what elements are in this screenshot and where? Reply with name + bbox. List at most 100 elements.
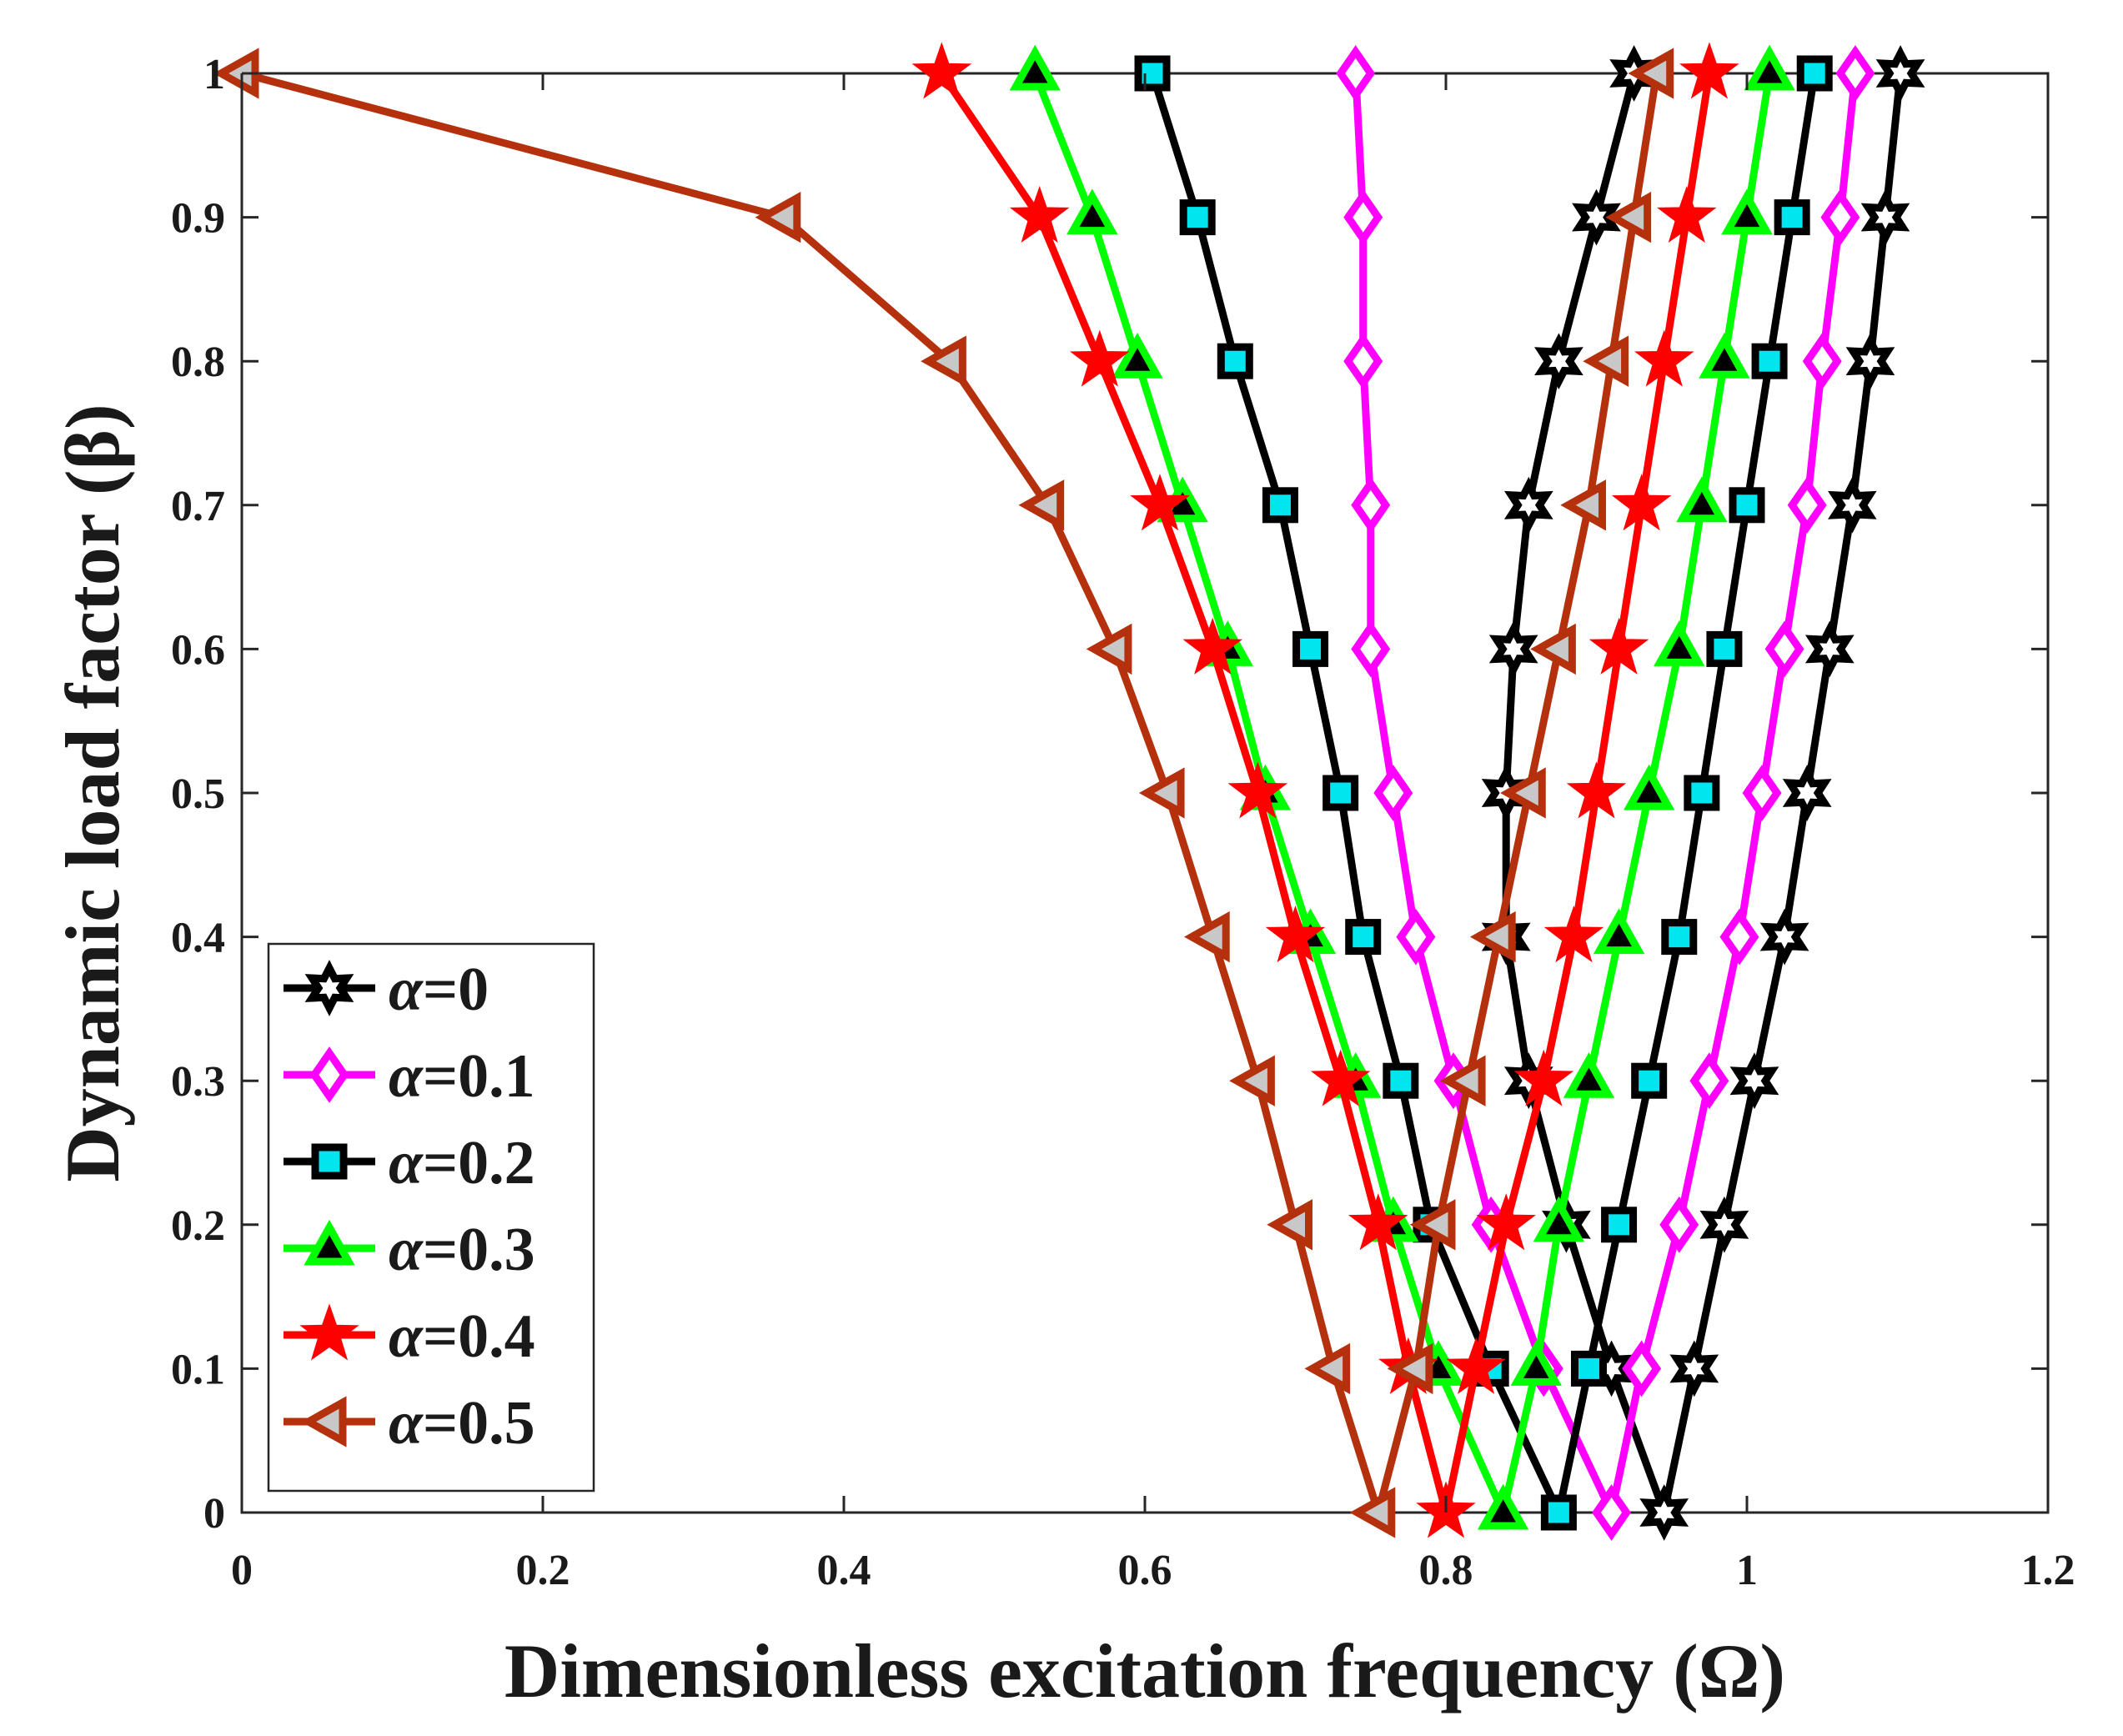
series-2-point-left-7 — [1262, 487, 1298, 524]
series-5-point-right-7 — [1560, 479, 1606, 531]
series-5-point-right-9 — [1605, 191, 1652, 243]
series-4-point-right-7 — [1611, 474, 1672, 531]
legend-label: α=0.3 — [389, 1216, 535, 1284]
series-5-point-right-8 — [1583, 335, 1629, 387]
series-0-point-right-2 — [1699, 1196, 1749, 1253]
series-4-point-left-7 — [1130, 474, 1190, 531]
series-1 — [1336, 45, 1875, 1541]
legend-item-2: α=0.2 — [284, 1129, 535, 1197]
series-5-point-left-8 — [921, 335, 966, 387]
legend-item-3: α=0.3 — [284, 1216, 535, 1284]
y-tick-label: 0.8 — [171, 339, 225, 386]
x-tick-label: 0 — [231, 1547, 253, 1594]
series-1-point-left-0 — [1592, 1484, 1632, 1541]
series-1-point-right-4 — [1719, 908, 1759, 966]
series-2-point-left-10 — [1134, 55, 1171, 92]
series-5-point-left-7 — [1018, 479, 1065, 531]
series-1-point-left-6 — [1351, 620, 1391, 678]
series-5-point-left-2 — [1267, 1199, 1312, 1251]
series-4-point-right-2 — [1476, 1193, 1536, 1251]
series-1-point-right-10 — [1835, 45, 1875, 102]
series-2-point-right-4 — [1661, 919, 1698, 956]
series-3-point-right-2 — [1533, 1196, 1585, 1242]
series-3-point-right-1 — [1510, 1340, 1562, 1386]
series-0-point-right-1 — [1669, 1340, 1719, 1397]
series-0-point-right-10 — [1875, 45, 1925, 102]
series-2-point-right-10 — [1796, 55, 1833, 92]
legend-item-1: α=0.1 — [284, 1042, 535, 1111]
y-tick-label: 0.9 — [171, 195, 225, 243]
series-3-point-right-3 — [1563, 1052, 1615, 1098]
series-2-point-right-5 — [1684, 775, 1720, 811]
series-4-point-right-1 — [1446, 1337, 1506, 1394]
series-1-point-left-5 — [1373, 765, 1413, 821]
y-tick-label: 0.7 — [171, 483, 225, 530]
x-axis-label: Dimensionless excitation frequency (Ω) — [504, 1628, 1785, 1713]
series-4-point-left-8 — [1070, 329, 1130, 387]
y-axis-label: Dynamic load factor (β) — [50, 404, 135, 1182]
series-5-point-left-0 — [1349, 1487, 1396, 1538]
series-3-point-right-8 — [1699, 333, 1750, 379]
series-4-point-right-6 — [1588, 617, 1649, 675]
series-1-point-right-2 — [1659, 1196, 1699, 1253]
y-tick-label: 0.4 — [171, 915, 225, 962]
series-2-point-right-8 — [1751, 343, 1788, 379]
series-2-point-left-9 — [1179, 199, 1216, 236]
series-1-point-left-7 — [1351, 476, 1391, 534]
series-1-point-right-8 — [1802, 333, 1842, 390]
series-5-point-right-2 — [1409, 1199, 1456, 1251]
series-4-point-left-2 — [1348, 1193, 1408, 1251]
legend-item-0: α=0 — [284, 956, 489, 1024]
series-2-point-left-0 — [1540, 1494, 1577, 1531]
series-2-point-right-2 — [1601, 1207, 1638, 1243]
series-0-point-right-8 — [1845, 333, 1895, 390]
legend-label: α=0.4 — [389, 1302, 535, 1371]
series-1-point-left-9 — [1343, 188, 1383, 246]
x-tick-label: 1 — [1736, 1547, 1758, 1594]
series-4-point-left-10 — [911, 42, 972, 99]
series-3-point-left-10 — [1009, 44, 1061, 91]
legend-marker — [300, 1396, 347, 1448]
legend-box — [267, 942, 595, 1493]
series-2-point-right-1 — [1570, 1350, 1607, 1387]
legend-marker — [304, 1219, 355, 1266]
series-2-point-left-4 — [1345, 919, 1382, 956]
series-3-point-right-10 — [1744, 44, 1795, 91]
legend-marker — [309, 1046, 349, 1103]
x-tick-label: 0.2 — [516, 1547, 570, 1594]
series-5-point-right-6 — [1530, 623, 1576, 675]
series-1-point-left-10 — [1336, 45, 1376, 102]
y-tick-label: 0.5 — [171, 770, 225, 818]
series-2-point-right-9 — [1774, 199, 1810, 236]
legend-label: α=0.1 — [389, 1042, 535, 1111]
y-tick-label: 0.6 — [171, 626, 225, 674]
series-0-point-right-3 — [1729, 1052, 1779, 1110]
series-2-point-right-7 — [1729, 487, 1765, 524]
series-0-point-right-6 — [1804, 620, 1854, 678]
series-0-point-left-0 — [1639, 1484, 1689, 1541]
series-5-point-right-10 — [1628, 48, 1674, 99]
series-3-point-right-7 — [1676, 476, 1728, 523]
series-2-point-right-6 — [1706, 630, 1743, 667]
legend-label: α=0.5 — [389, 1389, 535, 1458]
series-5-point-left-3 — [1229, 1055, 1275, 1106]
series-3-point-right-9 — [1721, 188, 1773, 235]
series-2-point-left-6 — [1292, 630, 1329, 667]
y-tick-label: 0.3 — [171, 1058, 225, 1106]
series-4-point-right-10 — [1679, 42, 1739, 99]
legend-marker — [304, 960, 354, 1016]
series-3-point-left-9 — [1067, 188, 1118, 235]
series-layer — [213, 42, 1925, 1541]
series-3-point-right-6 — [1654, 620, 1705, 666]
series-4-point-left-9 — [1009, 185, 1070, 243]
series-0-point-right-4 — [1759, 908, 1809, 966]
x-axis-ticks: 0 0.2 0.4 0.6 0.8 1 1.2 — [231, 73, 2075, 1594]
series-5-point-right-1 — [1387, 1342, 1433, 1395]
series-2-point-left-8 — [1217, 343, 1253, 379]
y-tick-label: 1 — [203, 51, 225, 98]
series-5-point-right-4 — [1469, 911, 1516, 963]
series-5-point-left-1 — [1304, 1342, 1351, 1395]
series-5-point-left-5 — [1138, 767, 1185, 819]
series-2-point-left-5 — [1322, 775, 1359, 811]
